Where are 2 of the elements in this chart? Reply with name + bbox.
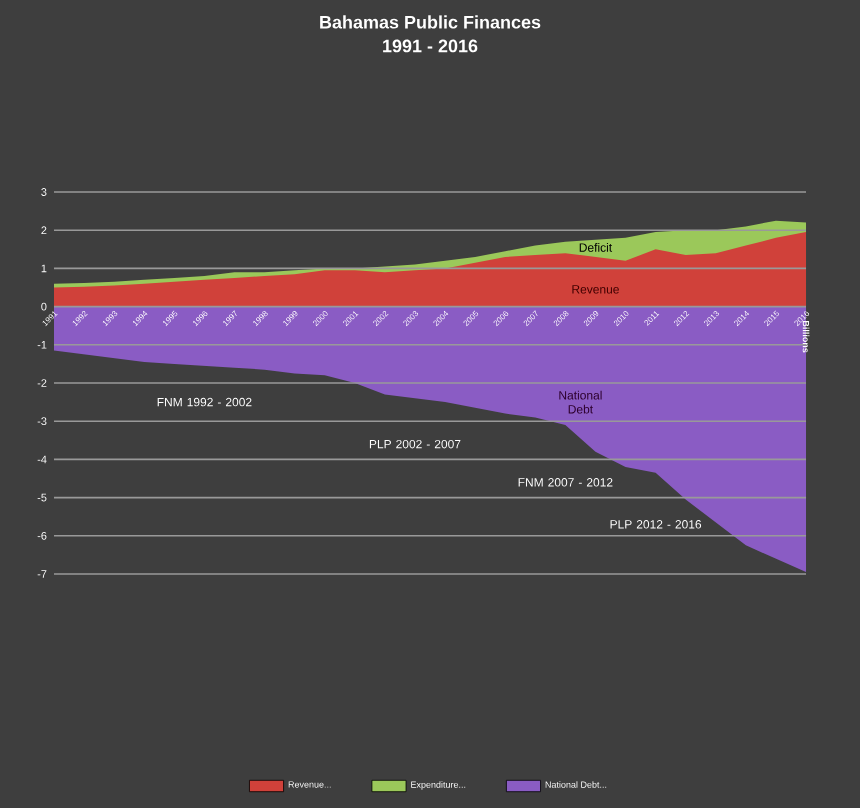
chart-subtitle: 1991 - 2016 bbox=[383, 39, 478, 53]
chart-title: Bahamas Public Finances bbox=[320, 15, 541, 29]
